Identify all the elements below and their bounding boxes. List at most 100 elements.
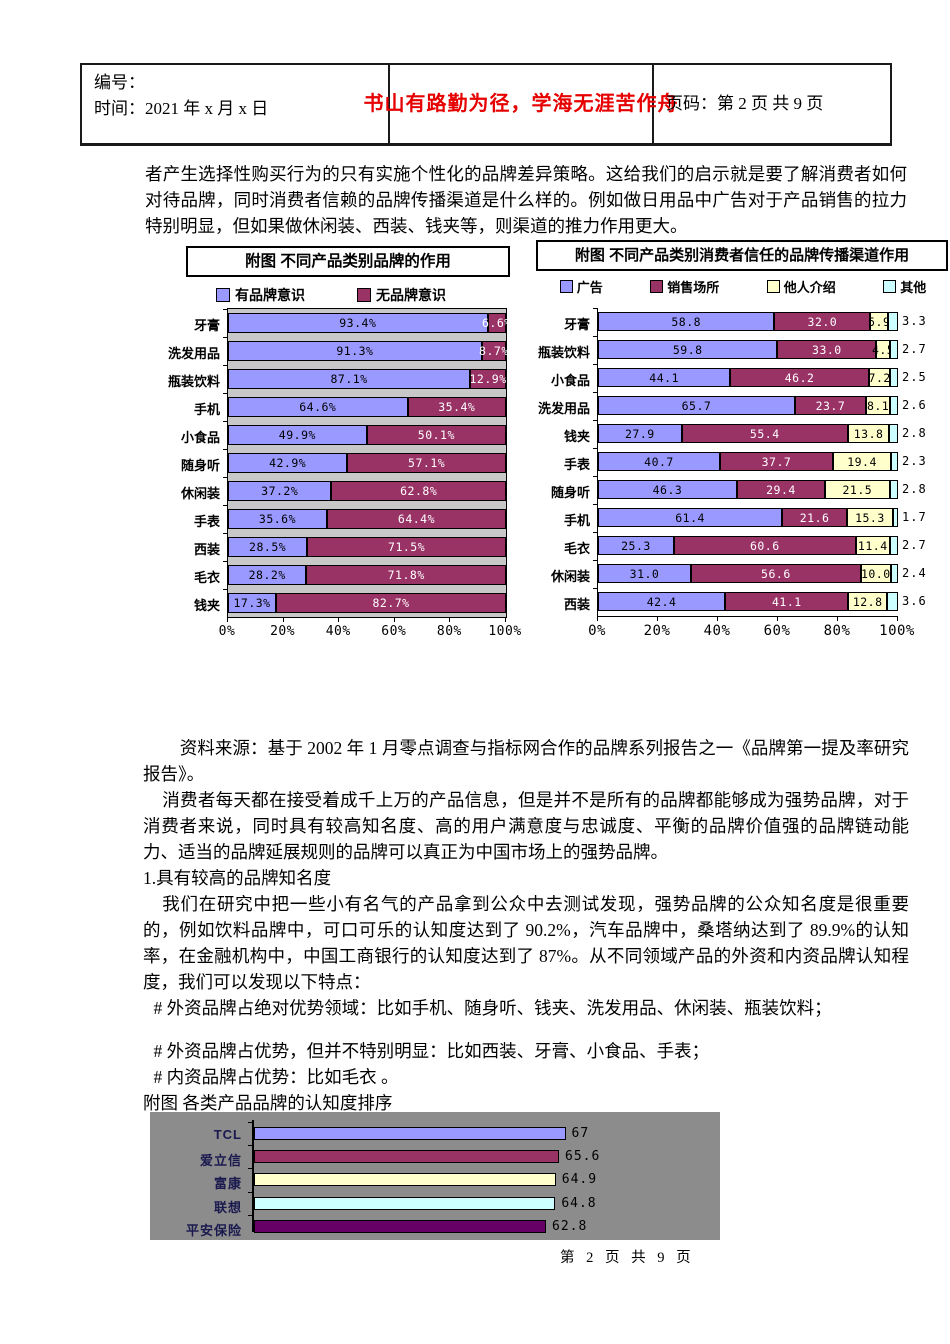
bar-segment: 42.4 [598, 592, 726, 611]
category-label: 手机 [193, 402, 220, 417]
bar-value: 62.8 [552, 1218, 588, 1234]
stacked-bar: 37.2% 62.8% [228, 481, 506, 501]
category-tick [248, 1145, 252, 1147]
category-label: 瓶装饮料 [537, 345, 590, 360]
category-label: 毛衣 [193, 570, 220, 585]
x-axis-tick-label: 40% [325, 624, 351, 639]
chart-row: 西装 28.5% 71.5% [194, 533, 506, 561]
header-page-label: 页码：第 2 页 共 9 页 [666, 94, 824, 113]
stacked-bar: 93.4% 6.6% [228, 313, 511, 333]
bar-segment: 46.2 [730, 368, 869, 387]
chart-row: 休闲装 2.4 31.0 56.6 10.0 [551, 560, 926, 588]
chart-row: 洗发用品 2.6 65.7 23.7 8.1 [538, 392, 926, 420]
bar-value-outside: 2.8 [902, 426, 927, 440]
bar-segment [891, 452, 899, 471]
x-axis-tick-label: 80% [436, 624, 462, 639]
category-label: 毛衣 [563, 541, 590, 556]
paragraph-research: 我们在研究中把一些小有名气的产品拿到公众中去测试发现，强势品牌的公众知名度是很重… [143, 894, 909, 992]
bar-segment: 8.1 [865, 396, 891, 415]
bar-segment: 50.1% [366, 425, 506, 445]
bar-segment: 37.7 [719, 452, 833, 471]
bar-value-outside: 2.7 [902, 342, 927, 356]
x-axis-tick-label: 60% [763, 623, 791, 639]
bar [254, 1173, 556, 1187]
bar-segment: 65.7 [598, 396, 795, 415]
stacked-bar: 65.7 23.7 8.1 [598, 396, 899, 415]
stacked-bar: 46.3 29.4 21.5 [598, 480, 898, 499]
legend-item: 广告 [559, 277, 603, 296]
bar-segment [890, 368, 898, 387]
category-tick [593, 420, 598, 421]
stacked-bar: 44.1 46.2 7.2 [598, 368, 898, 387]
category-tick [248, 1191, 252, 1193]
bar-segment: 11.4 [855, 536, 890, 555]
bar-segment: 64.4% [326, 509, 506, 529]
x-axis-tick-label: 40% [703, 623, 731, 639]
chart-row: 随身听 42.9% 57.1% [181, 449, 506, 477]
blank-line [143, 1021, 909, 1038]
legend-swatch [766, 279, 780, 293]
category-tick [223, 393, 228, 394]
category-tick [223, 477, 228, 478]
category-tick [223, 309, 228, 310]
bar-segment [889, 480, 898, 499]
legend-item: 其他 [883, 277, 926, 296]
category-tick [223, 449, 228, 450]
bar-segment: 4.5 [872, 340, 894, 359]
category-tick [223, 561, 228, 562]
header-motto-cell: 书山有路勤为径，学海无涯苦作舟 [364, 65, 678, 143]
heading-awareness: 1.具有较高的品牌知名度 [143, 868, 332, 888]
x-axis-tick [282, 618, 284, 622]
stacked-bar: 28.5% 71.5% [228, 537, 506, 557]
bar-segment: 12.9% [470, 369, 506, 389]
figure3-caption: 附图 各类产品品牌的认知度排序 [143, 1093, 393, 1113]
bar-value-outside: 2.8 [902, 482, 927, 496]
x-axis-tick-label: 100% [879, 623, 915, 639]
category-label: 洗发用品 [537, 401, 590, 416]
bar-segment [886, 592, 898, 611]
chart-channel-trust-legend: 广告 销售场所 他人介绍 其他 [536, 277, 950, 295]
bar-segment: 64.6% [228, 397, 408, 417]
bar-segment: 55.4 [681, 424, 848, 443]
category-tick [593, 392, 598, 393]
chart-brand-role-legend: 有品牌意识 无品牌意识 [150, 285, 512, 305]
bar-segment [888, 312, 898, 331]
category-label: 手表 [563, 457, 590, 472]
stacked-bar: 42.4 41.1 12.8 [598, 592, 898, 611]
bar-segment: 93.4% [228, 313, 488, 333]
bar-segment: 42.9% [228, 453, 348, 473]
bar-value-outside: 2.7 [902, 538, 927, 552]
category-label: 平安保险 [185, 1222, 242, 1238]
legend-swatch [883, 279, 897, 293]
bar [254, 1127, 566, 1140]
category-tick [593, 532, 598, 533]
bar-value: 67 [571, 1126, 590, 1141]
category-label: 休闲装 [550, 569, 590, 584]
category-tick [223, 533, 228, 534]
bar-segment: 6.6% [482, 313, 511, 333]
bar-value: 65.6 [565, 1149, 601, 1165]
category-tick [223, 421, 228, 422]
category-label: TCL [213, 1127, 242, 1142]
chart-row: 随身听 2.8 46.3 29.4 21.5 [551, 476, 926, 504]
x-axis-tick-label: 0% [218, 624, 236, 639]
bar-segment [889, 340, 898, 359]
category-label: 小食品 [550, 373, 590, 388]
chart-row: 瓶装饮料 87.1% 12.9% [168, 365, 506, 393]
chart-row: 手机 64.6% 35.4% [194, 393, 506, 421]
chart-brand-role-xaxis: 0% 20% 40% 60% 80% 100% [219, 618, 521, 642]
chart-brand-role-title: 附图 不同产品类别品牌的作用 [186, 246, 510, 277]
chart-row: 手表 2.3 40.7 37.7 19.4 [564, 448, 926, 476]
x-axis-tick [393, 618, 395, 622]
stacked-bar: 64.6% 35.4% [228, 397, 506, 417]
bar [254, 1196, 556, 1210]
legend-label: 销售场所 [667, 279, 720, 295]
bar-segment: 12.8 [848, 592, 887, 611]
stacked-bar: 31.0 56.6 10.0 [598, 564, 898, 583]
stacked-bar: 42.9% 57.1% [228, 453, 506, 473]
bar-segment: 7.2 [869, 368, 891, 387]
category-label: 牙膏 [193, 318, 220, 333]
chart-row: 联想 64.8 [150, 1194, 720, 1215]
bar-segment: 23.7 [794, 396, 866, 415]
bar-segment: 19.4 [832, 452, 892, 471]
